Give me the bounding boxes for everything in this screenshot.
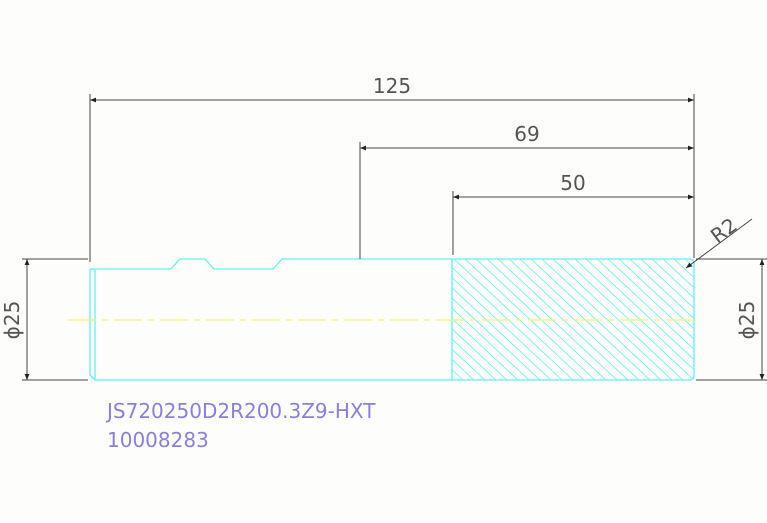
dim-text-dia-left: ϕ25 xyxy=(0,301,24,340)
hatch-line xyxy=(585,259,694,380)
hatch-line xyxy=(596,259,694,380)
hatch-line xyxy=(452,259,508,380)
hatch-line xyxy=(452,259,486,380)
dimension-radius-leader xyxy=(685,218,753,269)
hatch-line xyxy=(541,259,673,380)
hatch-line xyxy=(552,259,684,380)
dim-text-radius: R2 xyxy=(706,213,742,248)
hatch-line xyxy=(640,259,694,380)
dim-text-69: 69 xyxy=(514,122,539,146)
dim-text-50: 50 xyxy=(560,171,585,195)
shaft-outline xyxy=(94,258,695,381)
dim-text-125: 125 xyxy=(373,74,411,98)
dim-text-dia-right: ϕ25 xyxy=(735,301,759,340)
hatch-line xyxy=(452,259,497,380)
hatch-line xyxy=(629,259,694,380)
part-number-label: JS720250D2R200.3Z9-HXT xyxy=(105,399,376,423)
code-label: 10008283 xyxy=(107,428,209,452)
hatch-line xyxy=(651,259,694,380)
extension-lines xyxy=(22,94,767,381)
hatch-line xyxy=(452,259,453,380)
shaft-chamfer xyxy=(89,268,96,381)
hatch-line xyxy=(662,259,694,380)
